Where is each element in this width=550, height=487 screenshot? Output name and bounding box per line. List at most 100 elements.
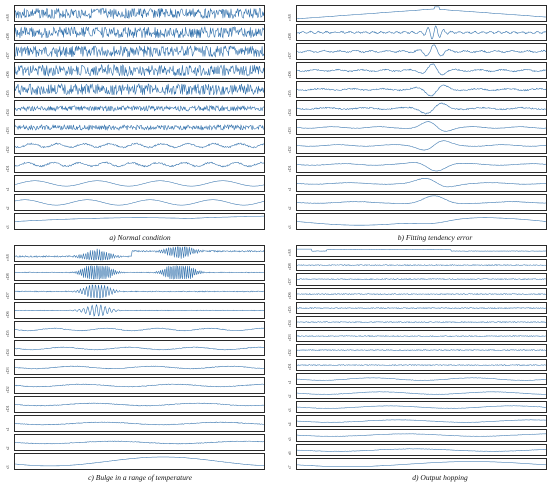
row-label: s4 — [287, 422, 292, 427]
signal-row — [296, 42, 547, 60]
waveform — [15, 199, 264, 206]
signal-row — [14, 301, 265, 319]
waveform-line — [297, 306, 546, 309]
waveform — [297, 461, 546, 467]
row-label: cD6 — [287, 292, 292, 299]
row-label: cD8 — [5, 273, 10, 280]
waveform — [15, 304, 264, 317]
waveform-line — [297, 292, 546, 295]
waveform — [297, 433, 546, 438]
signal-row — [14, 320, 265, 338]
caption-b: b) Fitting tendency error — [397, 233, 473, 242]
waveform — [297, 102, 546, 115]
waveform-line — [15, 304, 264, 317]
waveform — [15, 456, 264, 467]
row-label: cD2 — [287, 348, 292, 356]
signal-row — [14, 99, 265, 117]
row-label: s1 — [287, 187, 292, 192]
signal-row — [296, 429, 547, 442]
waveform — [15, 142, 264, 149]
row-label: cD6 — [5, 310, 10, 318]
waveform-line — [15, 421, 264, 426]
panel-c: cA8 cD8 cD7 cD6 cD5 cD4 cD3 cD2 cD1 s1 s2 s3 — [5, 245, 265, 470]
waveform-line — [297, 377, 546, 381]
waveform — [297, 195, 546, 205]
waveform-line — [15, 365, 264, 369]
row-label: cA8 — [5, 14, 10, 21]
row-label: s2 — [5, 206, 10, 211]
signal-row — [14, 42, 265, 60]
signal-row — [14, 396, 265, 414]
signal-row — [296, 301, 547, 314]
waveform — [15, 403, 264, 407]
waveform-line — [297, 63, 546, 76]
signal-row — [14, 61, 265, 79]
waveform-line — [297, 405, 546, 409]
row-label: cD8 — [287, 33, 292, 40]
row-label: cD7 — [5, 52, 10, 59]
waveform — [15, 346, 264, 350]
waveform-line — [297, 162, 546, 172]
waveform — [297, 120, 546, 132]
waveform-line — [15, 45, 264, 58]
caption-a: a) Normal condition — [109, 233, 171, 242]
waveform-line — [15, 284, 264, 299]
row-label: cA8 — [5, 254, 10, 261]
row-label: cD7 — [287, 52, 292, 59]
waveform-line — [297, 195, 546, 205]
row-label: cD5 — [287, 89, 292, 97]
waveform — [297, 6, 546, 20]
signal-row — [296, 175, 547, 193]
signal-row — [296, 315, 547, 329]
waveform — [297, 248, 546, 252]
waveform-line — [15, 215, 264, 222]
signal-row — [14, 263, 265, 281]
signal-row — [14, 23, 265, 41]
waveform-line — [15, 180, 264, 187]
waveform-line — [297, 433, 546, 438]
waveform — [15, 104, 264, 112]
row-label: s3 — [287, 225, 292, 229]
signal-row — [14, 118, 265, 136]
waveform-line — [297, 264, 546, 267]
waveform-line — [297, 44, 546, 57]
row-label: cD8 — [5, 33, 10, 40]
waveform — [297, 377, 546, 381]
signal-row — [14, 358, 265, 376]
waveform — [297, 321, 546, 323]
waveform — [297, 292, 546, 295]
waveform — [297, 264, 546, 267]
signal-row — [14, 80, 265, 98]
signal-row — [296, 259, 547, 272]
waveform — [297, 162, 546, 172]
signal-row — [296, 287, 547, 300]
waveform — [15, 421, 264, 426]
row-label: s2 — [5, 446, 10, 451]
waveform — [297, 335, 546, 338]
signal-row — [296, 415, 547, 428]
waveform-line — [297, 25, 546, 40]
waveform — [297, 448, 546, 452]
row-label: cD3 — [5, 367, 10, 375]
row-label: cD3 — [287, 334, 292, 342]
waveform — [15, 327, 264, 331]
waveform — [15, 63, 264, 77]
signal-row — [14, 194, 265, 212]
waveform-line — [15, 161, 264, 168]
row-label: cD2 — [287, 146, 292, 154]
waveform-line — [15, 346, 264, 350]
waveform-line — [297, 120, 546, 132]
signal-row — [14, 213, 265, 230]
row-label: cD6 — [5, 70, 10, 78]
signal-row — [14, 156, 265, 174]
signal-row — [14, 5, 265, 22]
waveform — [15, 440, 264, 445]
waveform — [297, 25, 546, 40]
signal-row — [296, 80, 547, 98]
waveform-line — [15, 123, 264, 131]
row-label: s3 — [287, 408, 292, 413]
waveform-line — [15, 82, 264, 95]
row-label: s6 — [287, 451, 292, 455]
waveform — [297, 84, 546, 97]
row-label: cD3 — [5, 127, 10, 135]
